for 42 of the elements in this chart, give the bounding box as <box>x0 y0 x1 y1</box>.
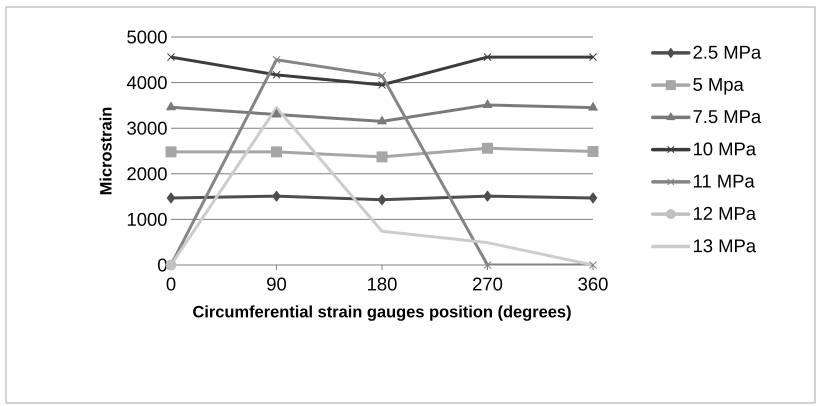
y-tick-label: 2000 <box>127 167 167 180</box>
point <box>377 116 387 124</box>
point <box>483 53 492 62</box>
point <box>272 70 281 79</box>
point <box>378 80 386 89</box>
point <box>482 99 492 108</box>
x-axis-title: Circumferential strain gauges position (degrees) <box>193 305 571 321</box>
y-tick-label: 5000 <box>127 30 167 44</box>
legend-label: 13 MPa <box>694 239 756 252</box>
y-tick-label: 3000 <box>127 122 167 135</box>
legend-label: 7.5 MPa <box>693 110 762 124</box>
legend-label: 11 MPa <box>694 174 755 188</box>
legend-label: 2.5 MPa <box>693 46 762 59</box>
point <box>588 53 598 62</box>
legend-label: 12 MPa <box>694 206 756 220</box>
point <box>166 102 176 110</box>
point <box>272 56 281 64</box>
legend-label: 5 Mpa <box>693 78 744 95</box>
x-tick-label: 360 <box>578 278 608 291</box>
point <box>483 190 492 202</box>
point <box>588 192 598 204</box>
point <box>272 109 282 118</box>
point <box>166 53 176 62</box>
point <box>378 194 386 206</box>
x-tick-label: 90 <box>267 278 286 291</box>
point <box>166 192 176 204</box>
point <box>588 260 598 270</box>
legend-label: 10 MPa <box>694 142 756 156</box>
point <box>588 102 598 111</box>
point <box>588 146 599 157</box>
point <box>271 146 282 158</box>
point <box>376 151 388 162</box>
y-axis-title: Microstrain <box>100 108 112 194</box>
x-tick-label: 270 <box>473 278 502 291</box>
point <box>272 190 281 202</box>
x-tick-label: 180 <box>368 278 397 291</box>
point <box>483 260 492 270</box>
y-tick-label: 1000 <box>128 212 167 226</box>
point <box>482 142 494 154</box>
point <box>166 146 177 158</box>
x-tick-label: 0 <box>166 278 176 291</box>
y-tick-label: 4000 <box>126 76 167 90</box>
